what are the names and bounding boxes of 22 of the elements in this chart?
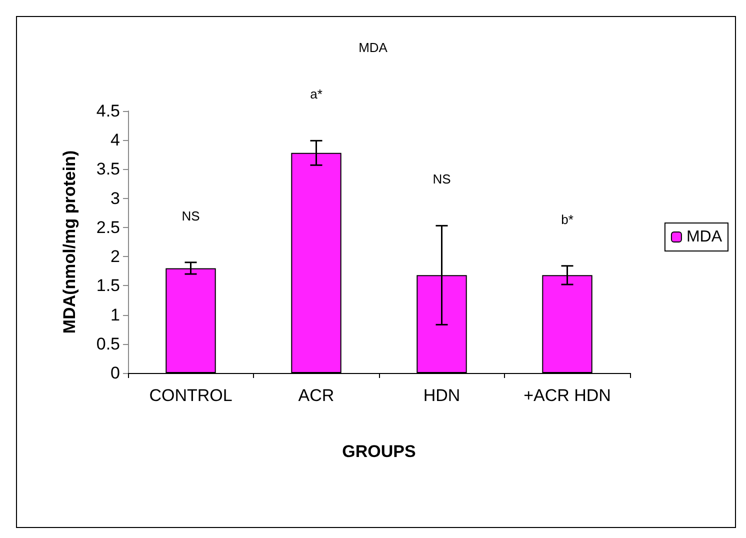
y-tick-label: 4 (110, 130, 120, 150)
x-tick-label: HDN (423, 386, 460, 405)
y-tick-label: 4.5 (96, 102, 120, 120)
text: a* (310, 86, 322, 102)
y-tick-label: 1 (110, 305, 120, 324)
y-tick-label: 2 (110, 247, 120, 266)
y-tick-label: 0.5 (96, 334, 120, 354)
annotation: NS (432, 172, 452, 187)
x-tick-label: +ACR HDN (524, 386, 611, 405)
x-tick-label: ACR (298, 386, 334, 405)
y-tick-label: 3 (110, 188, 120, 208)
x-axis-title: GROUPS (342, 442, 416, 461)
annotation: NS (182, 208, 200, 224)
annotation: b* (561, 212, 574, 227)
y-tick-label: 1.5 (96, 276, 120, 296)
legend-label: MDA (686, 228, 722, 246)
y-tick-label: 2.5 (96, 218, 120, 237)
x-tick-label: CONTROL (149, 386, 232, 405)
chart-title: MDA (358, 40, 388, 55)
y-axis-title: MDA(nmol/mg protein) (60, 150, 79, 334)
y-tick-label: 0 (110, 364, 120, 382)
y-tick-label: 3.5 (96, 160, 120, 179)
